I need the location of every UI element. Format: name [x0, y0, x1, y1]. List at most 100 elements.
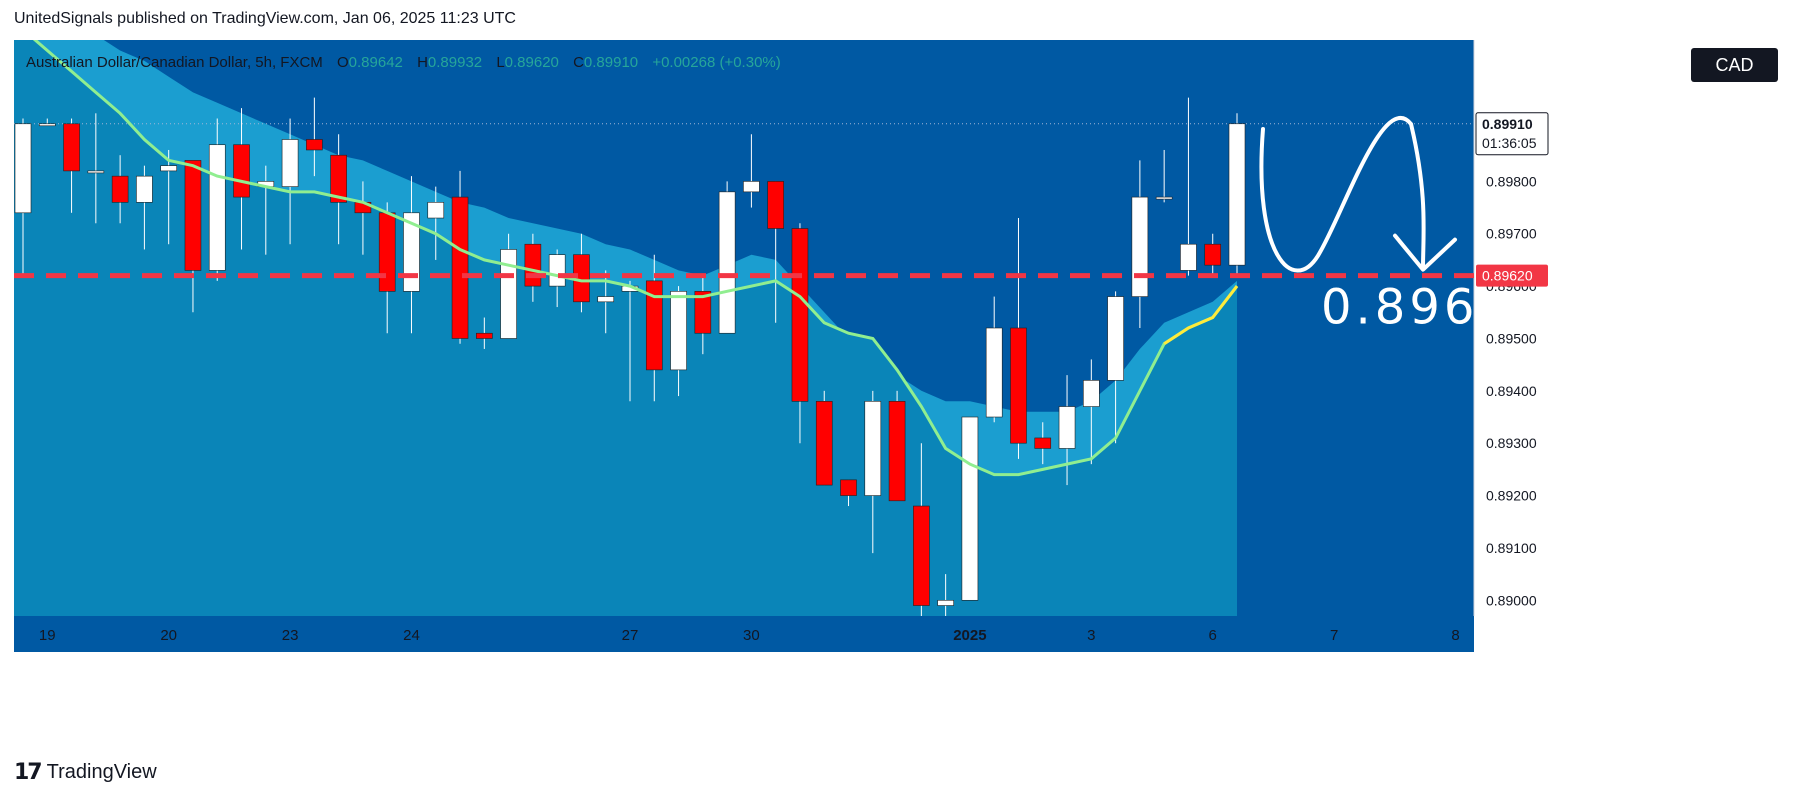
candle: [136, 165, 153, 250]
candle-body: [548, 254, 566, 287]
candle-body: [184, 160, 202, 271]
currency-badge[interactable]: CAD: [1691, 48, 1778, 82]
time-axis: [14, 616, 1474, 652]
projection-arrowhead: [1393, 233, 1457, 272]
candle: [1131, 160, 1149, 328]
candle-body: [767, 181, 784, 229]
y-tick-label: 0.89800: [1486, 173, 1537, 189]
candle: [937, 574, 954, 616]
candle-body: [233, 144, 250, 198]
candle-body: [330, 154, 347, 203]
candle-body: [306, 139, 323, 151]
candle: [573, 233, 590, 313]
x-tick-label: 6: [1209, 627, 1217, 644]
x-tick-label: 27: [622, 627, 639, 644]
candle-body: [427, 202, 445, 219]
y-tick-label: 0.89400: [1486, 383, 1537, 399]
candle-body: [694, 291, 712, 334]
candle: [14, 118, 32, 276]
candle: [87, 113, 105, 224]
candle-body: [597, 296, 615, 303]
symbol-name: Australian Dollar/Canadian Dollar, 5h, F…: [26, 54, 323, 71]
candle: [403, 176, 420, 334]
candle: [815, 390, 833, 486]
candle: [451, 170, 469, 344]
y-tick-label: 0.89500: [1486, 330, 1537, 346]
candle-body: [378, 212, 396, 292]
candle-body: [815, 401, 833, 486]
x-tick-label: 3: [1087, 627, 1095, 644]
x-tick-label: 7: [1330, 627, 1338, 644]
candle-body: [985, 327, 1003, 418]
countdown-value: 01:36:05: [1482, 135, 1537, 151]
candle: [718, 181, 736, 334]
last-price-value: 0.89910: [1482, 116, 1533, 132]
candle-body: [1228, 123, 1246, 266]
ma-line: [32, 40, 1239, 477]
candle-body: [913, 505, 930, 606]
candle-body: [888, 401, 906, 502]
candle: [791, 223, 809, 444]
candle-body: [160, 165, 177, 172]
candle: [1228, 113, 1246, 276]
axis-corner: [1474, 616, 1550, 652]
candle-body: [63, 123, 80, 172]
candle: [1058, 375, 1076, 486]
candle: [694, 275, 712, 355]
candle-body: [791, 228, 809, 402]
candle-body: [840, 479, 857, 496]
candle-body: [1034, 437, 1052, 449]
projection-target-label: 0.8962: [1321, 280, 1513, 336]
high-value: 0.89932: [427, 54, 483, 71]
y-tick-label: 0.89200: [1486, 488, 1537, 504]
candle: [63, 118, 80, 213]
candle-body: [451, 196, 469, 339]
candle: [500, 233, 517, 339]
candle-body: [1131, 196, 1149, 297]
candle-body: [111, 175, 129, 203]
candle-body: [524, 243, 542, 287]
candle: [1155, 149, 1173, 203]
candle-body: [1204, 243, 1222, 266]
tradingview-logo-icon: 17: [14, 760, 43, 785]
y-tick-label: 0.89300: [1486, 435, 1537, 451]
level-price-badge: [1476, 264, 1548, 287]
candle: [961, 416, 979, 601]
candle: [1204, 233, 1222, 276]
x-tick-label: 8: [1451, 627, 1459, 644]
candle: [233, 108, 250, 250]
last-price-badge: [1475, 112, 1549, 156]
y-tick-label: 0.89100: [1486, 540, 1537, 556]
candle-body: [937, 599, 954, 606]
candle: [888, 390, 906, 502]
candle: [548, 249, 566, 308]
x-tick-label: 20: [160, 627, 177, 644]
candle: [111, 155, 129, 224]
candle-body: [1083, 380, 1100, 407]
low-label: L: [496, 54, 505, 71]
candle: [281, 118, 299, 245]
ma-area-left: [14, 40, 23, 616]
candle: [913, 443, 930, 616]
candle-body: [718, 191, 736, 334]
candle-body: [1155, 196, 1173, 200]
candle: [645, 254, 663, 402]
x-tick-label: 24: [403, 627, 420, 644]
projection-path: [1259, 116, 1426, 273]
candle-body: [645, 280, 663, 371]
price-chart[interactable]: 0.8962 0.89000 0.89100 0.89200 0.89300 0.8940…: [14, 40, 1550, 652]
candle: [670, 286, 687, 397]
x-tick-label: 23: [282, 627, 299, 644]
ma-line-recent: [1163, 285, 1239, 345]
candle: [864, 390, 882, 554]
candle-body: [864, 401, 882, 496]
candle-body: [208, 144, 226, 271]
candle: [1107, 291, 1124, 444]
x-tick-label: 19: [39, 627, 56, 644]
y-tick-label: 0.89000: [1486, 592, 1537, 608]
brand-name: TradingView: [46, 761, 157, 783]
candle: [985, 296, 1003, 423]
candle-body: [743, 181, 760, 193]
candle-body: [1010, 327, 1027, 444]
candle: [476, 317, 493, 349]
